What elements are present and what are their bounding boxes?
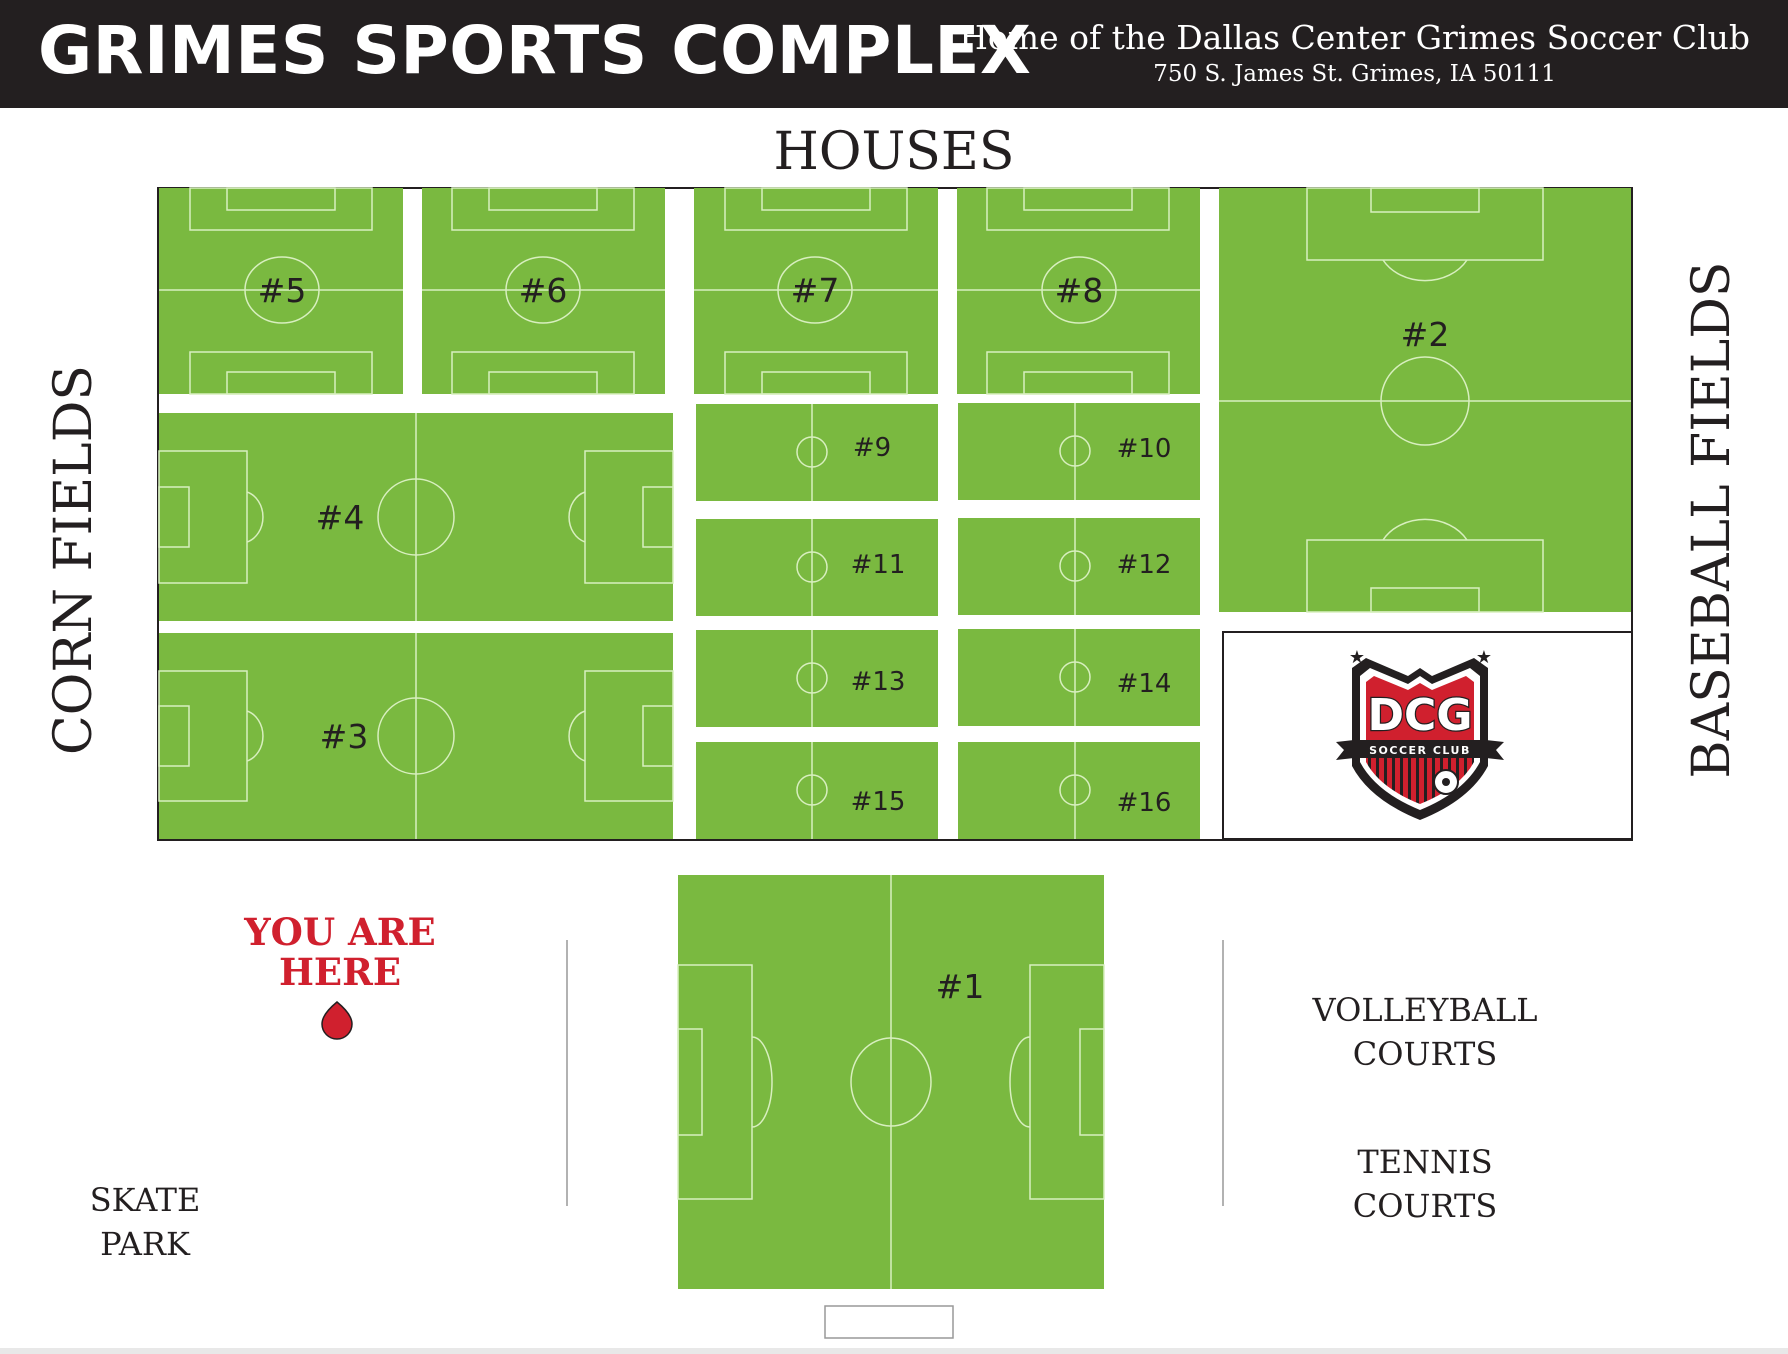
field-4[interactable] bbox=[158, 413, 674, 621]
houses-label: HOUSES bbox=[773, 122, 1015, 182]
dcg-soccer-club-logo: ★ ★ DCG SOCCER CLUB bbox=[1336, 647, 1504, 820]
baseball-fields-label: BASEBALL FIELDS bbox=[1682, 261, 1742, 779]
field-9[interactable] bbox=[696, 404, 938, 501]
field-11-label: #11 bbox=[851, 550, 906, 580]
tennis-courts-label: TENNIS COURTS bbox=[1352, 1143, 1498, 1225]
you-are-here-label: YOU ARE HERE bbox=[244, 910, 436, 994]
header-bar: GRIMES SPORTS COMPLEX Home of the Dallas… bbox=[0, 0, 1788, 108]
field-14[interactable] bbox=[958, 629, 1200, 726]
field-8-label: #8 bbox=[1055, 271, 1104, 310]
field-7[interactable] bbox=[694, 187, 938, 395]
field-14-label: #14 bbox=[1117, 669, 1172, 699]
field-15[interactable] bbox=[696, 742, 938, 839]
field-11[interactable] bbox=[696, 519, 938, 616]
bottom-edge bbox=[0, 1348, 1788, 1354]
field-2-label: #2 bbox=[1401, 315, 1450, 354]
logo-initials: DCG bbox=[1368, 690, 1473, 741]
corn-fields-label: CORN FIELDS bbox=[44, 364, 104, 756]
entrance-box bbox=[824, 1305, 954, 1339]
field-16-label: #16 bbox=[1117, 788, 1172, 818]
field-5[interactable] bbox=[159, 187, 403, 395]
field-3-label: #3 bbox=[320, 717, 369, 756]
field-4-label: #4 bbox=[316, 498, 365, 537]
field-9-label: #9 bbox=[853, 433, 891, 463]
field-12-label: #12 bbox=[1117, 550, 1172, 580]
field-1[interactable] bbox=[677, 875, 1105, 1289]
field-13-label: #13 bbox=[851, 667, 906, 697]
logo-text: SOCCER CLUB bbox=[1369, 744, 1471, 757]
field-7-label: #7 bbox=[791, 271, 840, 310]
field-8[interactable] bbox=[957, 187, 1200, 395]
field-6-label: #6 bbox=[519, 271, 568, 310]
field-5-label: #5 bbox=[258, 271, 307, 310]
field-15-label: #15 bbox=[851, 787, 906, 817]
field-13[interactable] bbox=[696, 630, 938, 727]
field-6[interactable] bbox=[422, 187, 665, 395]
field-2[interactable] bbox=[1219, 187, 1631, 613]
address: 750 S. James St. Grimes, IA 50111 bbox=[1153, 61, 1556, 87]
location-pin-icon[interactable] bbox=[321, 1001, 353, 1040]
field-12[interactable] bbox=[958, 518, 1200, 615]
header-subtitle: Home of the Dallas Center Grimes Soccer … bbox=[959, 18, 1750, 87]
field-10[interactable] bbox=[958, 403, 1200, 500]
skate-park-label: SKATE PARK bbox=[89, 1181, 201, 1263]
field-3[interactable] bbox=[158, 633, 674, 839]
page-title: GRIMES SPORTS COMPLEX bbox=[38, 12, 1032, 89]
field-16[interactable] bbox=[958, 742, 1200, 839]
club-name: Home of the Dallas Center Grimes Soccer … bbox=[959, 18, 1750, 57]
field-10-label: #10 bbox=[1117, 434, 1172, 464]
field-1-label: #1 bbox=[936, 967, 985, 1006]
volleyball-courts-label: VOLLEYBALL COURTS bbox=[1312, 991, 1538, 1073]
